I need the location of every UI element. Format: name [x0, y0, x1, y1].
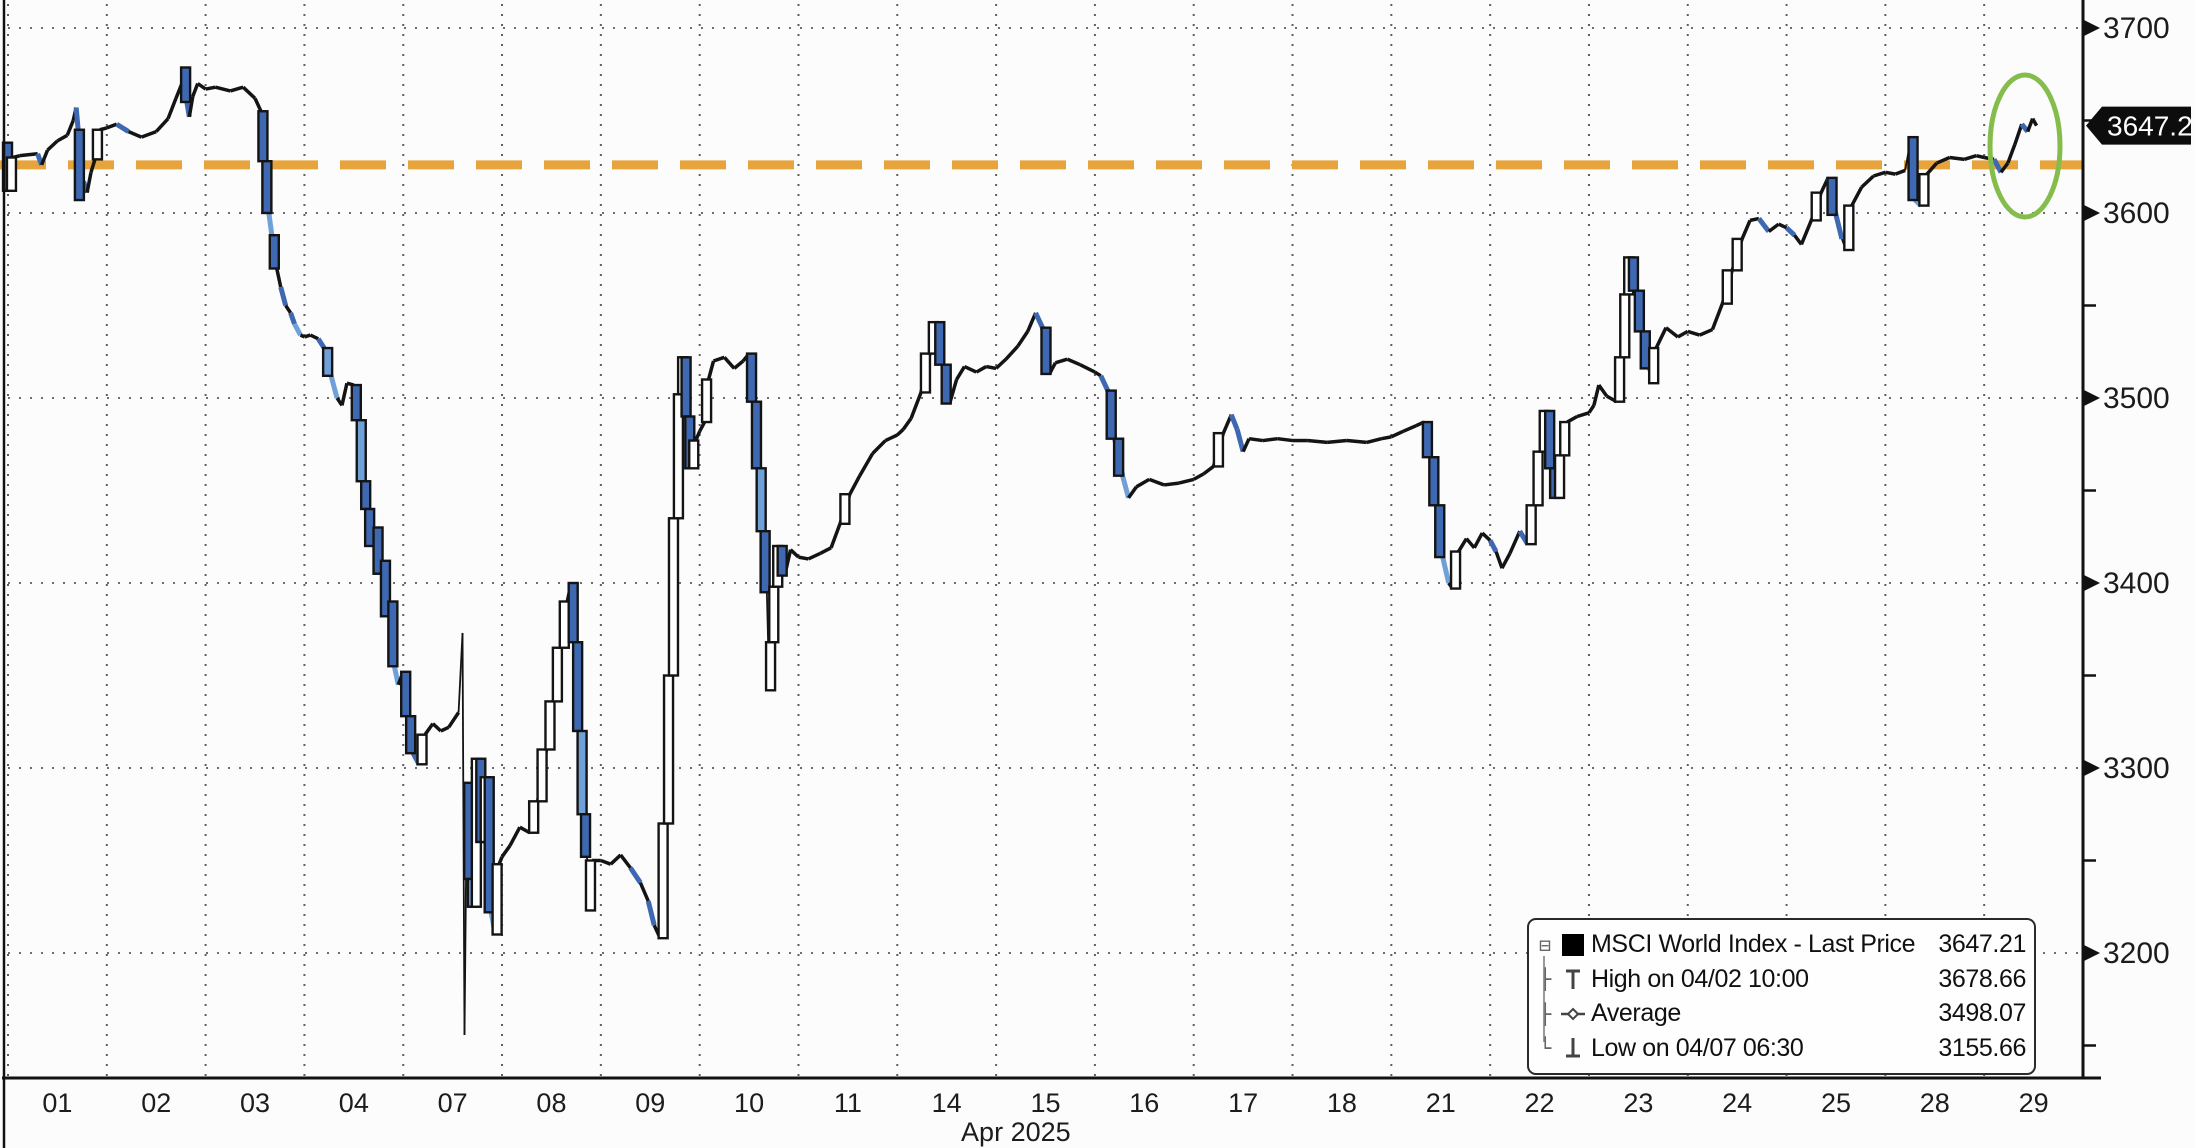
y-tick-arrow-icon — [2084, 390, 2100, 406]
legend-row-last-price: ⊟ MSCI World Index - Last Price 3647.21 — [1535, 931, 2026, 959]
x-tick-label: 09 — [635, 1088, 665, 1118]
x-tick-label: 03 — [240, 1088, 270, 1118]
y-tick-arrow-icon — [2084, 205, 2100, 221]
legend-value: 3678.66 — [1938, 964, 2026, 993]
legend-tree-connector — [1543, 956, 1545, 1042]
y-tick-label: 3700 — [2103, 12, 2170, 45]
x-tick-label: 25 — [1821, 1088, 1851, 1118]
x-tick-label: 21 — [1426, 1088, 1456, 1118]
series-swatch-icon — [1559, 931, 1587, 959]
legend-label: High on 04/02 10:00 — [1591, 966, 1809, 992]
y-tick-label: 3600 — [2103, 197, 2170, 230]
y-tick-label: 3500 — [2103, 382, 2170, 415]
x-tick-label: 22 — [1525, 1088, 1555, 1118]
y-tick-arrow-icon — [2084, 760, 2100, 776]
average-marker-icon — [1559, 1000, 1587, 1028]
legend-box: ⊟ MSCI World Index - Last Price 3647.21 … — [1527, 918, 2036, 1075]
legend-row-low: └ Low on 04/07 06:30 3155.66 — [1535, 1034, 2026, 1062]
x-tick-label: 02 — [141, 1088, 171, 1118]
legend-label: Low on 04/07 06:30 — [1591, 1035, 1804, 1061]
x-tick-label: 18 — [1327, 1088, 1357, 1118]
legend-value: 3647.21 — [1938, 930, 2026, 959]
y-tick-arrow-icon — [2084, 20, 2100, 36]
x-tick-label: 15 — [1030, 1088, 1060, 1118]
legend-row-average: ├ Average 3498.07 — [1535, 1000, 2026, 1028]
axis-frame — [2, 0, 2101, 1148]
high-marker-icon — [1559, 965, 1587, 993]
legend-row-high: ├ High on 04/02 10:00 3678.66 — [1535, 965, 2026, 993]
legend-tree-branch: ├ — [1539, 1001, 1551, 1026]
y-tick-label: 3400 — [2103, 567, 2170, 600]
y-tick-arrow-icon — [2084, 945, 2100, 961]
last-price-tag: 3647.21 — [2086, 106, 2194, 145]
legend-label: Average — [1591, 1001, 1681, 1027]
x-tick-label: 01 — [42, 1088, 72, 1118]
x-tick-label: 29 — [2019, 1088, 2049, 1118]
legend-label: MSCI World Index - Last Price — [1591, 932, 1916, 958]
highlight-ellipse-annotation — [1987, 72, 2063, 220]
legend-value: 3498.07 — [1938, 999, 2026, 1028]
x-tick-label: 14 — [932, 1088, 962, 1118]
x-tick-label: 04 — [339, 1088, 369, 1118]
candle-bodies — [1, 66, 1930, 940]
x-tick-label: 28 — [1920, 1088, 1950, 1118]
low-marker-icon — [1559, 1034, 1587, 1062]
last-price-tag-label: 3647.21 — [2107, 111, 2194, 142]
y-tick-arrow-icon — [2084, 575, 2100, 591]
x-tick-label: 07 — [438, 1088, 468, 1118]
y-axis: 3700 3600 3500 3400 3300 3200 — [2083, 12, 2170, 1047]
x-axis: 01 02 03 04 07 08 09 10 11 14 15 16 17 18 21 22 23 24 25 28… — [42, 1088, 2048, 1147]
x-tick-label: 24 — [1722, 1088, 1752, 1118]
x-tick-label: 17 — [1228, 1088, 1258, 1118]
x-tick-label: 08 — [536, 1088, 566, 1118]
x-axis-caption: Apr 2025 — [961, 1117, 1071, 1147]
legend-tree-branch: ├ — [1539, 967, 1551, 992]
y-tick-label: 3200 — [2103, 937, 2170, 970]
legend-tree-branch: └ — [1539, 1036, 1551, 1061]
x-tick-label: 10 — [734, 1088, 764, 1118]
x-tick-label: 23 — [1623, 1088, 1653, 1118]
x-tick-label: 11 — [834, 1088, 862, 1118]
x-tick-label: 16 — [1129, 1088, 1159, 1118]
legend-value: 3155.66 — [1938, 1033, 2026, 1062]
legend-expand-toggle-icon[interactable]: ⊟ — [1539, 932, 1551, 957]
y-tick-label: 3300 — [2103, 752, 2170, 785]
